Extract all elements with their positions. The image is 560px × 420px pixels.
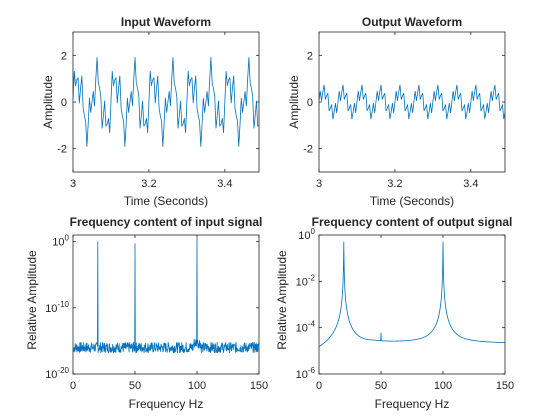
y-tick-label: 100 (52, 234, 69, 249)
chart-title: Frequency content of output signal (312, 215, 513, 229)
y-tick-label: 10-10 (45, 300, 69, 315)
series-line (318, 241, 506, 348)
y-tick-label: 2 (61, 50, 67, 62)
input-waveform-panel: Input Waveform Time (Seconds) Amplitude … (41, 15, 260, 208)
x-tick-label: 3 (70, 178, 76, 190)
axis-ticks: 0 50 100 150 100 10-10 10-20 (45, 234, 268, 392)
plot-frame (72, 234, 260, 375)
x-tick-label: 3.4 (463, 178, 478, 190)
x-tick-label: 150 (496, 380, 514, 392)
y-tick-label: 100 (298, 227, 315, 242)
x-tick-label: 3.2 (141, 178, 156, 190)
output-waveform-panel: Output Waveform Time (Seconds) Amplitude… (287, 15, 506, 208)
axis-ticks: 3 3.2 3.4 -2 0 2 (57, 32, 259, 190)
y-tick-label: 10-4 (296, 320, 316, 335)
x-tick-label: 3.4 (217, 178, 232, 190)
series-line (72, 57, 260, 147)
x-tick-label: 100 (188, 380, 206, 392)
y-tick-label: -2 (303, 144, 313, 156)
y-tick-label: 10-20 (45, 366, 69, 381)
y-tick-label: 0 (307, 97, 313, 109)
y-tick-label: 10-2 (296, 273, 316, 288)
y-tick-label: 2 (307, 50, 313, 62)
input-spectrum-panel: Frequency content of input signal Freque… (25, 215, 268, 411)
y-axis-label: Relative Amplitude (275, 250, 289, 350)
series-line (72, 236, 260, 354)
series-line (318, 84, 506, 120)
chart-title: Output Waveform (362, 15, 462, 29)
chart-title: Frequency content of input signal (70, 215, 263, 229)
y-axis-label: Amplitude (41, 75, 55, 129)
chart-title: Input Waveform (121, 15, 211, 29)
y-tick-label: -2 (57, 144, 67, 156)
x-axis-label: Frequency Hz (129, 397, 204, 411)
y-axis-label: Relative Amplitude (25, 250, 39, 350)
x-tick-label: 50 (375, 380, 387, 392)
x-tick-label: 100 (434, 380, 452, 392)
axis-ticks: 0 50 100 150 100 10-2 10-4 10-6 (296, 227, 515, 392)
x-tick-label: 50 (129, 380, 141, 392)
output-spectrum-panel: Frequency content of output signal Frequ… (275, 215, 514, 411)
y-axis-label: Amplitude (287, 75, 301, 129)
x-tick-label: 3.2 (387, 178, 402, 190)
x-tick-label: 3 (316, 178, 322, 190)
x-tick-label: 0 (70, 380, 76, 392)
y-tick-label: 10-6 (296, 366, 316, 381)
x-axis-label: Time (Seconds) (370, 194, 454, 208)
x-axis-label: Time (Seconds) (124, 194, 208, 208)
y-tick-label: 0 (61, 97, 67, 109)
x-tick-label: 0 (316, 380, 322, 392)
x-tick-label: 150 (250, 380, 268, 392)
x-axis-label: Frequency Hz (375, 397, 450, 411)
plot-frame (318, 31, 506, 173)
plot-frame (318, 234, 506, 375)
axis-ticks: 3 3.2 3.4 -2 0 2 (303, 32, 505, 190)
